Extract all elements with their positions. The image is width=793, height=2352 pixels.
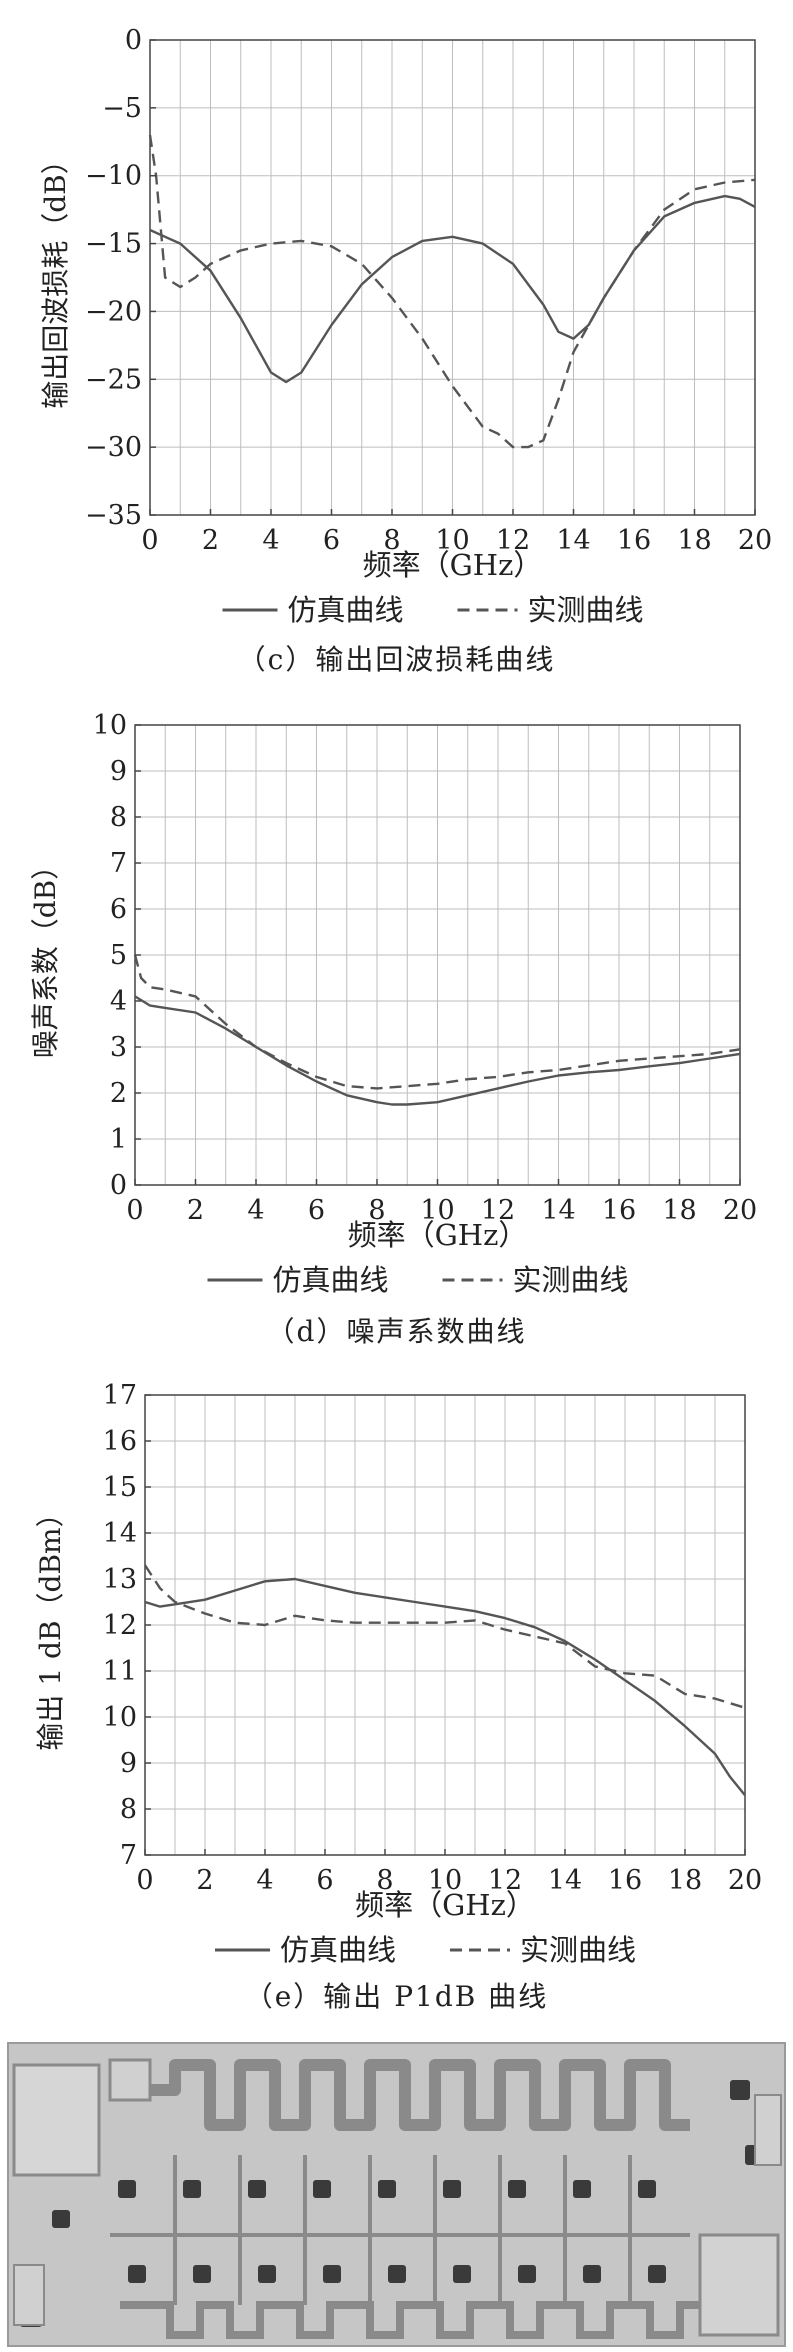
chart-output-return-loss: 0 2 4 6 8 10 12 14 16 18 20 0 −5 −10 −15 −20 −25 −30 −35 输… (39, 25, 772, 627)
y-tick-label: 6 (110, 894, 127, 925)
x-tick-label: 18 (668, 1865, 702, 1896)
caption-e: （e）输出 P1dB 曲线 (244, 1980, 549, 2013)
grid-layer (134, 724, 741, 1186)
y-tick-label: 14 (103, 1518, 137, 1549)
x-tick-label: 18 (662, 1195, 696, 1226)
legend-series-2: 实测曲线 (520, 1933, 636, 1967)
y-tick-label: 7 (120, 1840, 137, 1871)
y-tick-label: 10 (103, 1702, 137, 1733)
x-tick-label: 10 (420, 1195, 454, 1226)
y-tick-label: −15 (85, 229, 142, 260)
y-tick-label: 8 (120, 1794, 137, 1825)
y-tick-label: 8 (110, 802, 127, 833)
caption-d: （d）噪声系数曲线 (266, 1315, 527, 1348)
x-axis-label: 频率（GHz） (355, 1888, 535, 1922)
y-tick-label: 13 (103, 1564, 137, 1595)
x-tick-label: 12 (481, 1195, 515, 1226)
chip-micrograph-image (0, 2035, 793, 2352)
y-tick-label: 2 (110, 1078, 127, 1109)
legend: 仿真曲线 实测曲线 (222, 593, 644, 627)
y-tick-label: 5 (110, 940, 127, 971)
y-tick-label: −5 (102, 93, 142, 124)
y-tick-label: 10 (93, 710, 127, 741)
y-tick-label: 17 (103, 1380, 137, 1411)
x-tick-label: 20 (723, 1195, 757, 1226)
x-tick-label: 0 (126, 1195, 143, 1226)
series-line-2 (143, 1564, 746, 1709)
x-tick-label: 4 (256, 1865, 273, 1896)
x-tick-label: 14 (541, 1195, 575, 1226)
legend-series-1: 仿真曲线 (273, 1263, 389, 1297)
x-tick-label: 6 (323, 525, 340, 556)
y-tick-label: −20 (85, 296, 142, 327)
legend: 仿真曲线 实测曲线 (215, 1933, 636, 1967)
tick-layer: 0 2 4 6 8 10 12 14 16 18 20 7 8 9 10 11 12 13 14 15 16 17 (103, 1380, 763, 1896)
series-line-1 (144, 1577, 746, 1796)
x-tick-label: 0 (136, 1865, 153, 1896)
x-tick-label: 16 (617, 525, 651, 556)
legend-series-1: 仿真曲线 (288, 593, 404, 627)
y-tick-label: 7 (110, 848, 127, 879)
x-tick-label: 2 (202, 525, 219, 556)
y-tick-label: 9 (110, 756, 127, 787)
x-tick-label: 8 (376, 1865, 393, 1896)
x-tick-label: 16 (608, 1865, 642, 1896)
y-tick-label: 0 (110, 1170, 127, 1201)
x-tick-label: 10 (428, 1865, 462, 1896)
plot-layer (133, 954, 741, 1106)
x-tick-label: 2 (187, 1195, 204, 1226)
x-tick-label: 10 (435, 525, 469, 556)
x-tick-label: 12 (496, 525, 530, 556)
legend-series-2: 实测曲线 (513, 1263, 629, 1297)
x-tick-label: 6 (308, 1195, 325, 1226)
y-tick-label: 12 (103, 1610, 137, 1641)
x-tick-label: 16 (602, 1195, 636, 1226)
plot-layer (148, 134, 756, 449)
tick-layer: 0 2 4 6 8 10 12 14 16 18 20 0 −5 −10 −15 −20 −25 −30 −35 (85, 25, 772, 556)
x-tick-label: 14 (548, 1865, 582, 1896)
x-tick-label: 18 (677, 525, 711, 556)
y-axis-label: 输出回波损耗（dB） (39, 146, 72, 409)
legend: 仿真曲线 实测曲线 (207, 1263, 629, 1297)
y-axis-label: 噪声系数（dB） (29, 852, 62, 1059)
x-axis-label: 频率（GHz） (348, 1218, 528, 1252)
legend-series-2: 实测曲线 (528, 593, 644, 627)
y-tick-label: 3 (110, 1032, 127, 1063)
series-line-1 (149, 194, 756, 384)
grid-layer (149, 39, 756, 516)
y-tick-label: 9 (120, 1748, 137, 1779)
x-tick-label: 2 (196, 1865, 213, 1896)
chart-output-p1db: 0 2 4 6 8 10 12 14 16 18 20 7 8 9 10 11 12 13 14 15 16 17 输出 … (34, 1380, 763, 1967)
x-tick-label: 20 (738, 525, 772, 556)
y-tick-label: 4 (110, 986, 127, 1017)
caption-c: （c）输出回波损耗曲线 (237, 643, 556, 676)
y-tick-label: −30 (85, 432, 142, 463)
y-tick-label: 1 (110, 1124, 127, 1155)
series-line-2 (148, 134, 756, 449)
x-tick-label: 20 (728, 1865, 762, 1896)
plot-layer (143, 1564, 746, 1796)
x-tick-label: 12 (488, 1865, 522, 1896)
x-tick-label: 4 (247, 1195, 264, 1226)
y-tick-label: −35 (85, 500, 142, 531)
x-tick-label: 0 (141, 525, 158, 556)
x-axis-label: 频率（GHz） (363, 548, 543, 582)
x-tick-label: 6 (316, 1865, 333, 1896)
y-tick-label: 0 (125, 25, 142, 56)
series-line-1 (134, 995, 741, 1106)
y-tick-label: −10 (85, 161, 142, 192)
grid-layer (144, 1394, 746, 1856)
x-tick-label: 4 (262, 525, 279, 556)
x-tick-label: 14 (556, 525, 590, 556)
y-tick-label: 11 (103, 1656, 137, 1687)
legend-series-1: 仿真曲线 (280, 1933, 396, 1967)
y-tick-label: −25 (85, 364, 142, 395)
x-tick-label: 8 (383, 525, 400, 556)
x-tick-label: 8 (368, 1195, 385, 1226)
y-tick-label: 16 (103, 1426, 137, 1457)
y-axis-label: 输出 1 dB（dBm） (34, 1499, 67, 1750)
y-tick-label: 15 (103, 1472, 137, 1503)
